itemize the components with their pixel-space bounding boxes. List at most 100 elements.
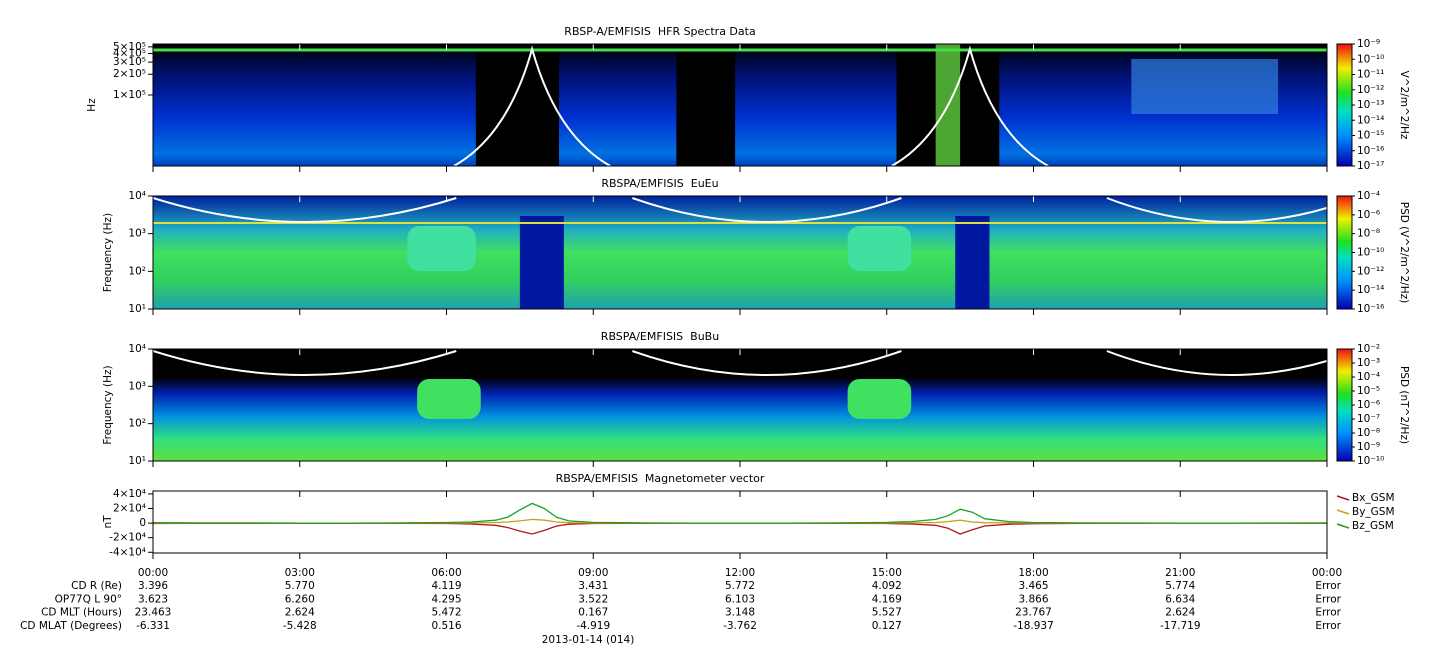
colorbar-tick-label: 10⁻¹⁰ (1357, 455, 1384, 467)
y-tick-label: 5×10⁵ (113, 41, 146, 53)
legend-label: By_GSM (1352, 506, 1395, 518)
ephemeris-label: CD MLT (Hours) (41, 607, 122, 619)
x-tick-label: 09:00 (578, 567, 608, 579)
y-tick-label: 10⁴ (128, 343, 146, 355)
ephemeris-value: 6.260 (285, 593, 315, 605)
y-axis-label: Frequency (Hz) (102, 213, 114, 292)
colorbar-tick-label: 10⁻¹⁷ (1357, 160, 1384, 172)
spectrogram-emission (847, 379, 912, 419)
ephemeris-value: -5.428 (283, 620, 317, 632)
plasma-line (632, 350, 902, 376)
ephemeris-value: 5.770 (285, 580, 315, 592)
ephemeris-label: CD R (Re) (71, 580, 122, 592)
plasma-line (1106, 197, 1327, 223)
ephemeris-value: 2.624 (1165, 607, 1195, 619)
plot-frame (152, 195, 1328, 310)
colorbar-tick-label: 10⁻¹⁰ (1357, 53, 1384, 65)
y-tick-label: 4×10⁴ (113, 488, 146, 500)
ephemeris-value: 5.774 (1165, 580, 1195, 592)
colorbar-tick-label: 10⁻¹² (1357, 84, 1384, 96)
legend-swatch (1336, 495, 1350, 501)
colorbar-label: PSD (nT^2/Hz) (1398, 366, 1410, 444)
ephemeris-value: Error (1315, 580, 1341, 592)
series-line (152, 502, 1328, 524)
y-tick-label: 10² (128, 418, 146, 430)
plasma-line (153, 350, 457, 376)
y-axis-label: Frequency (Hz) (102, 365, 114, 444)
plot-frame (152, 490, 1328, 554)
panel-title: RBSPA/EMFISIS EuEu (601, 177, 718, 190)
colorbar-label: V^2/m^2/Hz (1398, 71, 1410, 140)
colorbar-tick-label: 10⁻¹⁴ (1357, 114, 1384, 126)
ephemeris-value: 6.103 (725, 593, 755, 605)
colorbar-tick-label: 10⁻³ (1357, 357, 1380, 369)
ephemeris-value: 3.148 (725, 607, 755, 619)
ephemeris-value: 3.522 (578, 593, 608, 605)
series-line (152, 522, 1328, 535)
colorbar-tick-label: 10⁻⁶ (1357, 399, 1380, 411)
ephemeris-label: CD MLAT (Degrees) (20, 620, 122, 632)
x-tick-label: 06:00 (431, 567, 461, 579)
x-tick-label: 18:00 (1018, 567, 1048, 579)
colorbar-tick-label: 10⁻¹⁰ (1357, 247, 1384, 259)
plasma-line (453, 45, 611, 167)
ephemeris-value: 6.634 (1165, 593, 1195, 605)
ephemeris-value: -6.331 (136, 620, 170, 632)
y-tick-label: 1×10⁵ (113, 89, 146, 101)
y-tick-label: 2×10⁴ (113, 503, 146, 515)
legend-swatch (1336, 509, 1350, 515)
colorbar-tick-label: 10⁻¹⁶ (1357, 303, 1384, 315)
y-tick-label: 10³ (128, 228, 146, 240)
spectrogram-dark-region (475, 50, 560, 166)
plasma-line (632, 197, 902, 223)
spectrogram-dark-region (676, 50, 736, 166)
y-tick-label: -4×10⁴ (109, 546, 146, 558)
spectrogram-emission (847, 226, 912, 271)
ephemeris-value: 5.527 (872, 607, 902, 619)
colorbar-tick-label: 10⁻⁶ (1357, 209, 1380, 221)
colorbar-tick-label: 10⁻⁹ (1357, 38, 1380, 50)
colorbar (1336, 43, 1353, 167)
colorbar-tick-label: 10⁻⁸ (1357, 427, 1380, 439)
legend-label: Bx_GSM (1352, 492, 1395, 504)
spectrogram-emission (1131, 59, 1279, 114)
ephemeris-value: 2.624 (285, 607, 315, 619)
y-tick-label: 10³ (128, 380, 146, 392)
colorbar (1336, 348, 1353, 462)
ephemeris-value: 4.092 (872, 580, 902, 592)
y-tick-label: 10¹ (128, 303, 146, 315)
ephemeris-value: -3.762 (723, 620, 757, 632)
ephemeris-value: 3.431 (578, 580, 608, 592)
spectrogram-dark-region (519, 216, 564, 309)
legend-label: Bz_GSM (1352, 520, 1394, 532)
colorbar-tick-label: 10⁻¹² (1357, 265, 1384, 277)
colorbar-tick-label: 10⁻⁸ (1357, 228, 1380, 240)
ephemeris-value: Error (1315, 620, 1341, 632)
ephemeris-value: 3.465 (1018, 580, 1048, 592)
x-tick-label: 21:00 (1165, 567, 1195, 579)
colorbar-tick-label: 10⁻⁴ (1357, 371, 1380, 383)
ephemeris-value: 0.516 (431, 620, 461, 632)
plot-frame (152, 43, 1328, 167)
ephemeris-value: Error (1315, 593, 1341, 605)
colorbar (1336, 195, 1353, 310)
colorbar-tick-label: 10⁻⁷ (1357, 413, 1380, 425)
x-tick-label: 00:00 (138, 567, 168, 579)
x-tick-label: 15:00 (872, 567, 902, 579)
colorbar-tick-label: 10⁻⁹ (1357, 441, 1380, 453)
spectrogram-dark-region (955, 216, 990, 309)
ephemeris-value: 4.295 (431, 593, 461, 605)
ephemeris-value: -17.719 (1160, 620, 1201, 632)
ephemeris-value: 4.119 (431, 580, 461, 592)
ephemeris-value: 3.396 (138, 580, 168, 592)
plasma-line (1106, 350, 1327, 376)
ephemeris-value: -18.937 (1013, 620, 1054, 632)
ephemeris-value: 3.623 (138, 593, 168, 605)
legend-swatch (1336, 523, 1350, 529)
ephemeris-value: 0.127 (872, 620, 902, 632)
x-axis-label: 2013-01-14 (014) (542, 634, 635, 646)
ephemeris-value: -4.919 (576, 620, 610, 632)
y-tick-label: 10⁴ (128, 190, 146, 202)
ephemeris-label: OP77Q L 90° (55, 593, 122, 605)
